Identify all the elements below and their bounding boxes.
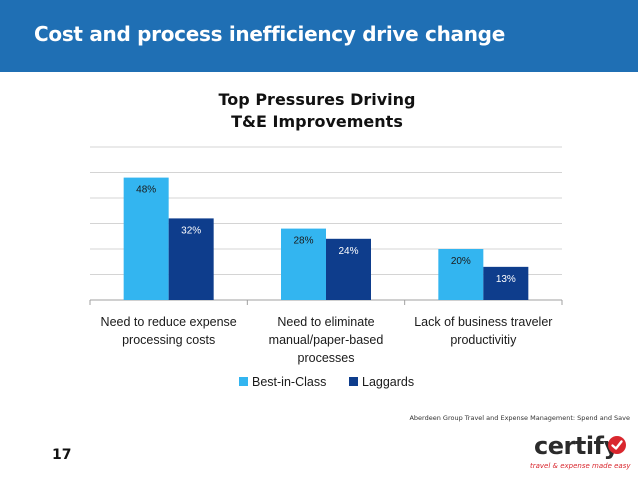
legend-swatch [349, 377, 358, 386]
page-number: 17 [52, 447, 72, 463]
legend-swatch [239, 377, 248, 386]
data-label: 48% [136, 185, 156, 196]
data-label: 32% [181, 225, 201, 236]
logo-tagline: travel & expense made easy [530, 462, 631, 470]
checkmark-icon [608, 436, 626, 454]
category-label: Lack of business traveler [414, 315, 552, 329]
certify-logo: certify travel & expense made easy [528, 432, 632, 474]
bar-laggards-2 [326, 238, 371, 300]
chart-title-line-2: T&E Improvements [231, 112, 403, 131]
legend-label: Best-in-Class [252, 375, 326, 389]
bar-best-in-class-1 [123, 177, 169, 300]
category-label: productivitiy [450, 333, 517, 347]
legend-label: Laggards [362, 375, 414, 389]
bar-best-in-class-2 [281, 228, 326, 300]
logo-wordmark: certify [534, 432, 619, 460]
slide-title: Cost and process inefficiency drive chan… [34, 22, 505, 46]
data-label: 28% [293, 236, 313, 247]
category-label: Need to reduce expense [101, 315, 237, 329]
category-label: Need to eliminate [277, 315, 374, 329]
bar-laggards-1 [168, 218, 214, 300]
source-note: Aberdeen Group Travel and Expense Manage… [409, 414, 630, 422]
category-label: processing costs [122, 333, 215, 347]
category-label: processes [298, 351, 355, 365]
data-label: 13% [496, 274, 516, 285]
data-label: 24% [338, 246, 358, 257]
chart-title-line-1: Top Pressures Driving [218, 90, 416, 109]
bar-laggards-3 [483, 266, 529, 300]
data-label: 20% [451, 256, 471, 267]
slide-header: Cost and process inefficiency drive chan… [0, 0, 638, 72]
category-label: manual/paper-based [269, 333, 384, 347]
bar-best-in-class-3 [438, 249, 484, 300]
